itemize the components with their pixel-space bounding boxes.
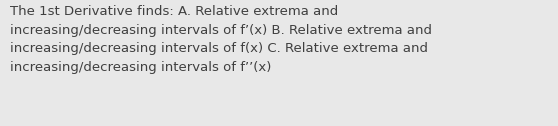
Text: The 1st Derivative finds: A. Relative extrema and
increasing/decreasing interval: The 1st Derivative finds: A. Relative ex… — [10, 5, 432, 74]
